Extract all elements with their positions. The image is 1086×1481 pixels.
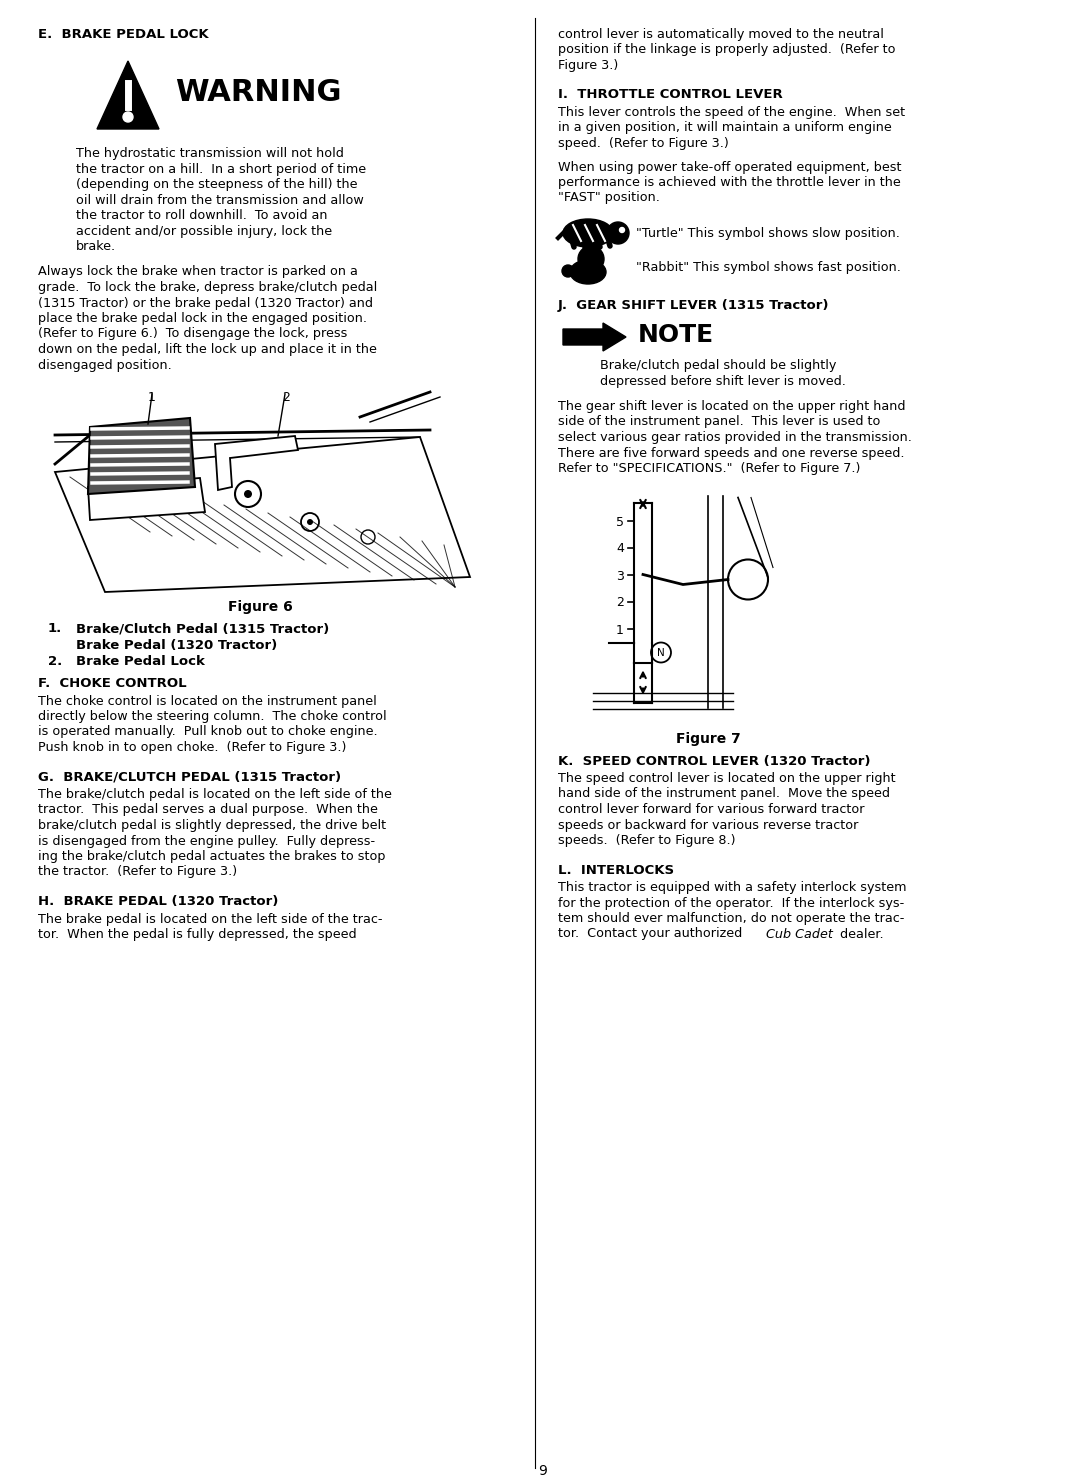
Polygon shape [55, 437, 470, 592]
Text: K.  SPEED CONTROL LEVER (1320 Tractor): K. SPEED CONTROL LEVER (1320 Tractor) [558, 754, 871, 767]
Text: Brake Pedal (1320 Tractor): Brake Pedal (1320 Tractor) [76, 638, 277, 652]
Text: down on the pedal, lift the lock up and place it in the: down on the pedal, lift the lock up and … [38, 344, 377, 355]
Text: WARNING: WARNING [175, 78, 341, 107]
Text: 1: 1 [616, 624, 623, 637]
Text: The hydrostatic transmission will not hold: The hydrostatic transmission will not ho… [76, 147, 344, 160]
Text: select various gear ratios provided in the transmission.: select various gear ratios provided in t… [558, 431, 912, 444]
Text: for the protection of the operator.  If the interlock sys-: for the protection of the operator. If t… [558, 896, 905, 909]
Text: The choke control is located on the instrument panel: The choke control is located on the inst… [38, 695, 377, 708]
Text: speeds or backward for various reverse tractor: speeds or backward for various reverse t… [558, 819, 858, 831]
Text: This tractor is equipped with a safety interlock system: This tractor is equipped with a safety i… [558, 881, 907, 895]
Text: tem should ever malfunction, do not operate the trac-: tem should ever malfunction, do not oper… [558, 912, 905, 926]
Text: Cub Cadet: Cub Cadet [766, 927, 833, 940]
Text: 3: 3 [616, 570, 623, 582]
Text: speeds.  (Refer to Figure 8.): speeds. (Refer to Figure 8.) [558, 834, 735, 847]
Text: is disengaged from the engine pulley.  Fully depress-: is disengaged from the engine pulley. Fu… [38, 834, 375, 847]
Circle shape [244, 490, 252, 498]
Text: in a given position, it will maintain a uniform engine: in a given position, it will maintain a … [558, 121, 892, 135]
Polygon shape [613, 487, 803, 717]
Text: performance is achieved with the throttle lever in the: performance is achieved with the throttl… [558, 176, 900, 190]
Text: "Rabbit" This symbol shows fast position.: "Rabbit" This symbol shows fast position… [636, 261, 901, 274]
Text: Figure 6: Figure 6 [228, 600, 292, 615]
Text: the tractor on a hill.  In a short period of time: the tractor on a hill. In a short period… [76, 163, 366, 176]
Text: tractor.  This pedal serves a dual purpose.  When the: tractor. This pedal serves a dual purpos… [38, 804, 378, 816]
Text: 4: 4 [616, 542, 623, 555]
Text: 2: 2 [282, 391, 290, 404]
Text: Push knob in to open choke.  (Refer to Figure 3.): Push knob in to open choke. (Refer to Fi… [38, 740, 346, 754]
Text: 1.: 1. [48, 622, 62, 635]
Text: control lever forward for various forward tractor: control lever forward for various forwar… [558, 803, 864, 816]
Text: brake/clutch pedal is slightly depressed, the drive belt: brake/clutch pedal is slightly depressed… [38, 819, 387, 832]
Text: Figure 3.): Figure 3.) [558, 59, 618, 73]
Text: There are five forward speeds and one reverse speed.: There are five forward speeds and one re… [558, 446, 905, 459]
Circle shape [123, 113, 132, 121]
Text: The brake pedal is located on the left side of the trac-: The brake pedal is located on the left s… [38, 912, 382, 926]
Circle shape [578, 246, 604, 273]
Text: speed.  (Refer to Figure 3.): speed. (Refer to Figure 3.) [558, 138, 729, 150]
Text: accident and/or possible injury, lock the: accident and/or possible injury, lock th… [76, 225, 332, 237]
Text: side of the instrument panel.  This lever is used to: side of the instrument panel. This lever… [558, 416, 881, 428]
Text: tor.  Contact your authorized: tor. Contact your authorized [558, 927, 746, 940]
Text: 9: 9 [539, 1465, 547, 1478]
Text: 5: 5 [616, 515, 624, 529]
Text: 1: 1 [148, 391, 156, 404]
Text: When using power take-off operated equipment, best: When using power take-off operated equip… [558, 160, 901, 173]
Polygon shape [88, 418, 195, 495]
Text: "FAST" position.: "FAST" position. [558, 191, 660, 204]
Text: Brake/clutch pedal should be slightly: Brake/clutch pedal should be slightly [599, 358, 836, 372]
Text: F.  CHOKE CONTROL: F. CHOKE CONTROL [38, 677, 187, 690]
Text: oil will drain from the transmission and allow: oil will drain from the transmission and… [76, 194, 364, 206]
Text: 2: 2 [616, 597, 623, 610]
Circle shape [561, 265, 574, 277]
Text: Brake Pedal Lock: Brake Pedal Lock [76, 655, 205, 668]
Text: grade.  To lock the brake, depress brake/clutch pedal: grade. To lock the brake, depress brake/… [38, 281, 377, 295]
Text: control lever is automatically moved to the neutral: control lever is automatically moved to … [558, 28, 884, 41]
Circle shape [607, 222, 629, 244]
Text: Brake/Clutch Pedal (1315 Tractor): Brake/Clutch Pedal (1315 Tractor) [76, 622, 329, 635]
Text: (Refer to Figure 6.)  To disengage the lock, press: (Refer to Figure 6.) To disengage the lo… [38, 327, 348, 341]
Text: (1315 Tractor) or the brake pedal (1320 Tractor) and: (1315 Tractor) or the brake pedal (1320 … [38, 296, 372, 310]
Text: ing the brake/clutch pedal actuates the brakes to stop: ing the brake/clutch pedal actuates the … [38, 850, 386, 863]
Text: tor.  When the pedal is fully depressed, the speed: tor. When the pedal is fully depressed, … [38, 929, 356, 940]
Text: N: N [657, 647, 665, 658]
Text: I.  THROTTLE CONTROL LEVER: I. THROTTLE CONTROL LEVER [558, 89, 783, 102]
Text: disengaged position.: disengaged position. [38, 358, 172, 372]
Text: J.  GEAR SHIFT LEVER (1315 Tractor): J. GEAR SHIFT LEVER (1315 Tractor) [558, 299, 830, 312]
Text: H.  BRAKE PEDAL (1320 Tractor): H. BRAKE PEDAL (1320 Tractor) [38, 895, 278, 908]
Text: place the brake pedal lock in the engaged position.: place the brake pedal lock in the engage… [38, 312, 367, 324]
Ellipse shape [570, 261, 606, 284]
Text: dealer.: dealer. [836, 927, 884, 940]
Text: (depending on the steepness of the hill) the: (depending on the steepness of the hill)… [76, 178, 357, 191]
Text: position if the linkage is properly adjusted.  (Refer to: position if the linkage is properly adju… [558, 43, 896, 56]
Text: The gear shift lever is located on the upper right hand: The gear shift lever is located on the u… [558, 400, 906, 413]
Circle shape [307, 518, 313, 524]
Polygon shape [563, 323, 626, 351]
Text: NOTE: NOTE [637, 323, 715, 347]
Text: Figure 7: Figure 7 [675, 733, 741, 746]
Text: directly below the steering column.  The choke control: directly below the steering column. The … [38, 709, 387, 723]
Polygon shape [215, 435, 298, 490]
Text: Refer to "SPECIFICATIONS."  (Refer to Figure 7.): Refer to "SPECIFICATIONS." (Refer to Fig… [558, 462, 860, 475]
Polygon shape [97, 61, 159, 129]
Text: is operated manually.  Pull knob out to choke engine.: is operated manually. Pull knob out to c… [38, 726, 378, 739]
Text: "Turtle" This symbol shows slow position.: "Turtle" This symbol shows slow position… [636, 227, 900, 240]
Text: depressed before shift lever is moved.: depressed before shift lever is moved. [599, 375, 846, 388]
Text: This lever controls the speed of the engine.  When set: This lever controls the speed of the eng… [558, 107, 905, 118]
Text: L.  INTERLOCKS: L. INTERLOCKS [558, 863, 674, 877]
Ellipse shape [563, 219, 613, 247]
Text: E.  BRAKE PEDAL LOCK: E. BRAKE PEDAL LOCK [38, 28, 209, 41]
Text: Always lock the brake when tractor is parked on a: Always lock the brake when tractor is pa… [38, 265, 358, 278]
Text: the tractor.  (Refer to Figure 3.): the tractor. (Refer to Figure 3.) [38, 865, 237, 878]
Text: G.  BRAKE/CLUTCH PEDAL (1315 Tractor): G. BRAKE/CLUTCH PEDAL (1315 Tractor) [38, 770, 341, 783]
Text: the tractor to roll downhill.  To avoid an: the tractor to roll downhill. To avoid a… [76, 209, 328, 222]
Text: The speed control lever is located on the upper right: The speed control lever is located on th… [558, 772, 896, 785]
Text: The brake/clutch pedal is located on the left side of the: The brake/clutch pedal is located on the… [38, 788, 392, 801]
Polygon shape [88, 478, 205, 520]
Circle shape [619, 228, 624, 233]
Text: hand side of the instrument panel.  Move the speed: hand side of the instrument panel. Move … [558, 788, 891, 801]
Text: brake.: brake. [76, 240, 116, 253]
Text: 2.: 2. [48, 655, 62, 668]
